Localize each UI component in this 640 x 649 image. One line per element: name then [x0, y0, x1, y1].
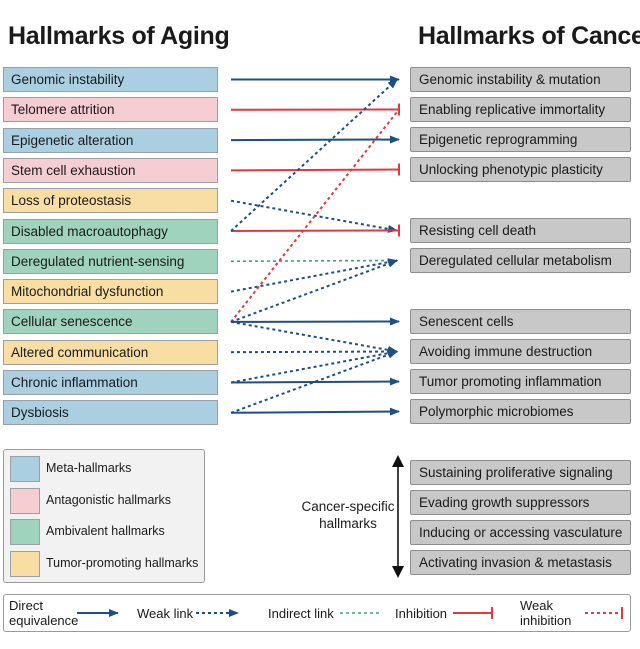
cancer-hallmark-avoiding-immune-destruction: Avoiding immune destruction [410, 339, 631, 364]
cancer-specific-bracket [392, 455, 404, 578]
aging-hallmark-disabled-macroautophagy: Disabled macroautophagy [3, 218, 218, 244]
link-stem-cell-exhaustion-to-unlocking-phenotypic-plasticity [230, 168, 400, 172]
link-disabled-macroautophagy-to-genomic-instability-and-mutation [230, 78, 398, 232]
cancer-hallmark-activating-invasion-and-metastasis: Activating invasion & metastasis [410, 550, 631, 575]
cancer-specific-label: Cancer-specific hallmarks [301, 499, 395, 531]
cancer-title: Hallmarks of Cancer [418, 22, 640, 50]
cancer-hallmark-senescent-cells: Senescent cells [410, 309, 631, 334]
link-dysbiosis-to-polymorphic-microbiomes [230, 407, 400, 416]
key-inhibition-label: Inhibition [395, 606, 448, 621]
aging-hallmark-altered-communication: Altered communication [3, 339, 218, 365]
aging-hallmark-dysbiosis: Dysbiosis [3, 400, 218, 426]
legend-swatch [10, 487, 40, 514]
aging-hallmark-chronic-inflammation: Chronic inflammation [3, 370, 218, 395]
cancer-hallmark-evading-growth-suppressors: Evading growth suppressors [410, 490, 631, 515]
aging-hallmark-genomic-instability: Genomic instability [3, 67, 218, 92]
link-chronic-inflammation-to-tumor-promoting-inflammation [230, 377, 400, 386]
key-weak-inhibition-label: Weak inhibition [520, 598, 572, 628]
aging-hallmark-epigenetic-alteration: Epigenetic alteration [3, 127, 218, 153]
cancer-hallmark-sustaining-proliferative-signaling: Sustaining proliferative signaling [410, 460, 631, 485]
aging-hallmark-mitochondrial-dysfunction: Mitochondrial dysfunction [3, 279, 218, 305]
cancer-hallmark-inducing-or-accessing-vasculature: Inducing or accessing vasculature [410, 520, 631, 545]
cancer-hallmark-enabling-replicative-immortality: Enabling replicative immortality [410, 97, 631, 122]
link-altered-communication-to-avoiding-immune-destruction [230, 347, 398, 356]
link-mitochondrial-dysfunction-to-deregulated-cellular-metabolism [230, 258, 398, 293]
key-direct-label: Direct equivalence [9, 598, 79, 628]
aging-title: Hallmarks of Aging [8, 22, 230, 50]
category-legend: Meta-hallmarks Antagonistic hallmarks Ambi… [3, 449, 205, 583]
cancer-hallmark-genomic-instability-and-mutation: Genomic instability & mutation [410, 67, 631, 92]
link-type-key: Direct equivalence Weak link Indirect li… [3, 594, 631, 632]
aging-hallmark-cellular-senescence: Cellular senescence [3, 309, 218, 335]
link-disabled-macroautophagy-to-resisting-cell-death [230, 229, 400, 232]
legend-swatch [10, 550, 40, 577]
cancer-hallmark-polymorphic-microbiomes: Polymorphic microbiomes [410, 399, 631, 424]
legend-swatch [10, 456, 40, 482]
aging-hallmark-telomere-attrition: Telomere attrition [3, 97, 218, 123]
legend-label: Meta-hallmarks [46, 461, 132, 475]
key-weak-label: Weak link [137, 606, 194, 621]
link-chronic-inflammation-to-avoiding-immune-destruction [230, 349, 398, 384]
bracket-top-arrowhead [392, 455, 404, 467]
link-cellular-senescence-to-deregulated-cellular-metabolism [230, 259, 398, 323]
legend-label: Tumor-promoting hallmarks [46, 555, 199, 570]
legend-label: Ambivalent hallmarks [46, 524, 165, 538]
cancer-hallmark-unlocking-phenotypic-plasticity: Unlocking phenotypic plasticity [410, 157, 631, 182]
bracket-bottom-arrowhead [392, 566, 404, 578]
aging-hallmark-deregulated-nutrient-sensing: Deregulated nutrient-sensing [3, 248, 218, 274]
cancer-hallmark-epigenetic-reprogramming: Epigenetic reprogramming [410, 127, 631, 152]
cancer-hallmark-tumor-promoting-inflammation: Tumor promoting inflammation [410, 369, 631, 394]
links-layer [230, 75, 400, 416]
legend-swatch [10, 519, 40, 545]
cancer-hallmark-deregulated-cellular-metabolism: Deregulated cellular metabolism [410, 248, 631, 273]
aging-hallmark-loss-of-proteostasis: Loss of proteostasis [3, 188, 218, 214]
key-symbols [77, 607, 623, 619]
link-deregulated-nutrient-sensing-to-deregulated-cellular-metabolism [230, 259, 388, 263]
legend-label: Antagonistic hallmarks [46, 492, 172, 507]
link-epigenetic-alteration-to-epigenetic-reprogramming [230, 135, 400, 144]
cancer-hallmark-resisting-cell-death: Resisting cell death [410, 218, 631, 243]
aging-hallmark-stem-cell-exhaustion: Stem cell exhaustion [3, 157, 218, 183]
link-cellular-senescence-to-avoiding-immune-destruction [230, 320, 398, 354]
key-indirect-label: Indirect link [268, 606, 334, 621]
